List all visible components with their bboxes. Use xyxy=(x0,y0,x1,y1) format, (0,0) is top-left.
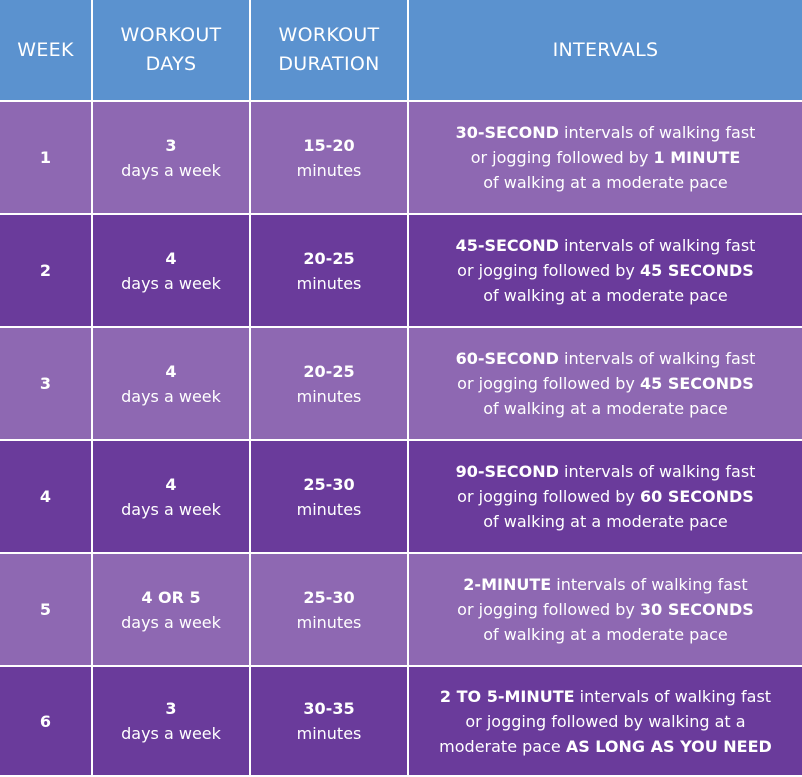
days-cell: 3 days a week xyxy=(93,102,251,215)
interval-text: or jogging followed by xyxy=(457,600,640,619)
interval-text: of walking at a moderate pace xyxy=(483,625,728,644)
interval-text: or jogging followed by xyxy=(457,487,640,506)
rest-length: 45 SECONDS xyxy=(639,374,754,393)
header-duration-line1: WORKOUT xyxy=(278,24,380,46)
week-cell: 2 xyxy=(0,215,93,328)
days-unit: days a week xyxy=(121,273,221,293)
rest-length: 60 SECONDS xyxy=(639,487,754,506)
duration-value: 25-30 xyxy=(303,474,355,494)
week-cell: 5 xyxy=(0,554,93,667)
rest-length: 45 SECONDS xyxy=(639,261,754,280)
rest-length: 30 SECONDS xyxy=(639,600,754,619)
header-days-line2: DAYS xyxy=(145,53,197,75)
header-intervals: INTERVALS xyxy=(409,0,802,102)
days-cell: 4 days a week xyxy=(93,328,251,441)
header-duration-line2: DURATION xyxy=(278,53,380,75)
duration-cell: 15-20 minutes xyxy=(251,102,409,215)
interval-length: 90-SECOND xyxy=(455,462,559,481)
header-week-label: WEEK xyxy=(17,38,74,61)
week-number: 2 xyxy=(39,261,52,280)
duration-value: 20-25 xyxy=(303,361,355,381)
interval-text: intervals of walking fast xyxy=(558,349,756,368)
week-cell: 1 xyxy=(0,102,93,215)
interval-text: intervals of walking fast xyxy=(558,236,756,255)
interval-text: intervals of walking fast xyxy=(558,462,756,481)
interval-length: 30-SECOND xyxy=(455,123,559,142)
rest-length: AS LONG AS YOU NEED xyxy=(565,736,772,756)
duration-cell: 20-25 minutes xyxy=(251,328,409,441)
duration-value: 30-35 xyxy=(303,699,355,718)
intervals-cell: 90-SECOND intervals of walking fast or j… xyxy=(409,441,802,554)
days-value: 3 xyxy=(165,699,177,718)
duration-cell: 30-35 minutes xyxy=(251,667,409,777)
interval-text: or jogging followed by xyxy=(457,374,640,393)
days-value: 4 xyxy=(165,361,177,381)
header-workout-duration: WORKOUT DURATION xyxy=(251,0,409,102)
interval-text: of walking at a moderate pace xyxy=(483,173,728,192)
rest-length: 1 MINUTE xyxy=(653,148,741,167)
week-number: 5 xyxy=(39,600,52,619)
interval-text: intervals of walking fast xyxy=(551,575,748,594)
duration-unit: minutes xyxy=(296,273,362,293)
duration-unit: minutes xyxy=(296,499,362,519)
interval-text: moderate pace xyxy=(439,736,566,756)
intervals-cell: 30-SECOND intervals of walking fast or j… xyxy=(409,102,802,215)
duration-cell: 20-25 minutes xyxy=(251,215,409,328)
interval-text: intervals of walking fast xyxy=(574,686,772,706)
days-unit: days a week xyxy=(121,160,221,180)
week-cell: 6 xyxy=(0,667,93,777)
duration-value: 25-30 xyxy=(303,587,355,607)
duration-unit: minutes xyxy=(296,386,362,406)
days-value: 3 xyxy=(165,135,177,155)
interval-length: 2-MINUTE xyxy=(463,575,552,594)
week-number: 6 xyxy=(39,711,52,731)
interval-text: or jogging followed by walking at a xyxy=(465,711,746,731)
days-cell: 4 days a week xyxy=(93,215,251,328)
interval-text: of walking at a moderate pace xyxy=(483,286,728,305)
week-number: 3 xyxy=(39,374,52,393)
header-intervals-label: INTERVALS xyxy=(552,38,659,61)
interval-text: of walking at a moderate pace xyxy=(483,512,728,531)
days-unit: days a week xyxy=(121,612,221,632)
interval-text: or jogging followed by xyxy=(457,261,640,280)
duration-unit: minutes xyxy=(296,160,362,180)
intervals-cell: 2-MINUTE intervals of walking fast or jo… xyxy=(409,554,802,667)
days-unit: days a week xyxy=(121,386,221,406)
header-week: WEEK xyxy=(0,0,93,102)
days-cell: 4 OR 5 days a week xyxy=(93,554,251,667)
interval-length: 2 TO 5-MINUTE xyxy=(439,686,575,706)
days-cell: 4 days a week xyxy=(93,441,251,554)
days-value: 4 xyxy=(165,248,177,268)
duration-value: 15-20 xyxy=(303,135,355,155)
duration-unit: minutes xyxy=(296,724,362,743)
intervals-cell: 60-SECOND intervals of walking fast or j… xyxy=(409,328,802,441)
intervals-cell: 2 TO 5-MINUTE intervals of walking fast … xyxy=(409,667,802,777)
interval-length: 45-SECOND xyxy=(455,236,559,255)
duration-cell: 25-30 minutes xyxy=(251,554,409,667)
week-number: 1 xyxy=(39,148,52,167)
header-workout-days: WORKOUT DAYS xyxy=(93,0,251,102)
duration-unit: minutes xyxy=(296,612,362,632)
interval-length: 60-SECOND xyxy=(455,349,559,368)
days-cell: 3 days a week xyxy=(93,667,251,777)
days-value: 4 OR 5 xyxy=(141,587,201,607)
interval-text: intervals of walking fast xyxy=(558,123,756,142)
intervals-cell: 45-SECOND intervals of walking fast or j… xyxy=(409,215,802,328)
days-unit: days a week xyxy=(121,724,221,743)
interval-text: or jogging followed by xyxy=(470,148,654,167)
days-value: 4 xyxy=(165,474,177,494)
header-days-line1: WORKOUT xyxy=(120,24,222,46)
days-unit: days a week xyxy=(121,499,221,519)
week-cell: 4 xyxy=(0,441,93,554)
duration-cell: 25-30 minutes xyxy=(251,441,409,554)
duration-value: 20-25 xyxy=(303,248,355,268)
interval-text: of walking at a moderate pace xyxy=(483,399,728,418)
week-number: 4 xyxy=(39,487,52,506)
week-cell: 3 xyxy=(0,328,93,441)
